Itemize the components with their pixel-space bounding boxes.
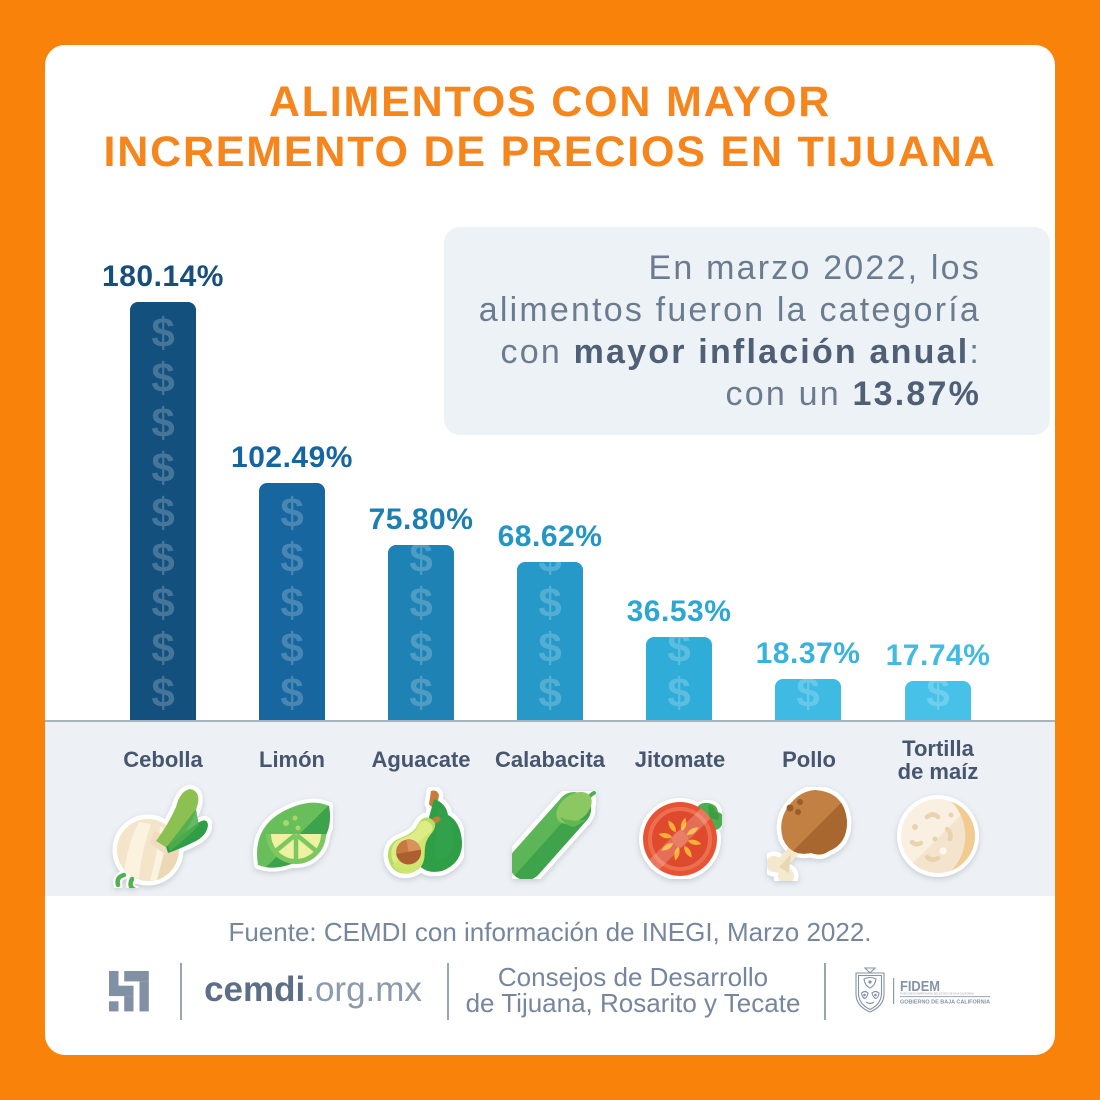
svg-text:GOBIERNO DE BAJA CALIFORNIA: GOBIERNO DE BAJA CALIFORNIA xyxy=(900,1000,990,1006)
svg-text:FIDEM: FIDEM xyxy=(900,978,940,995)
svg-text:FIDEICOMISO EMPRESARIAL DEL ES: FIDEICOMISO EMPRESARIAL DEL ESTADO DE BA… xyxy=(900,992,975,996)
